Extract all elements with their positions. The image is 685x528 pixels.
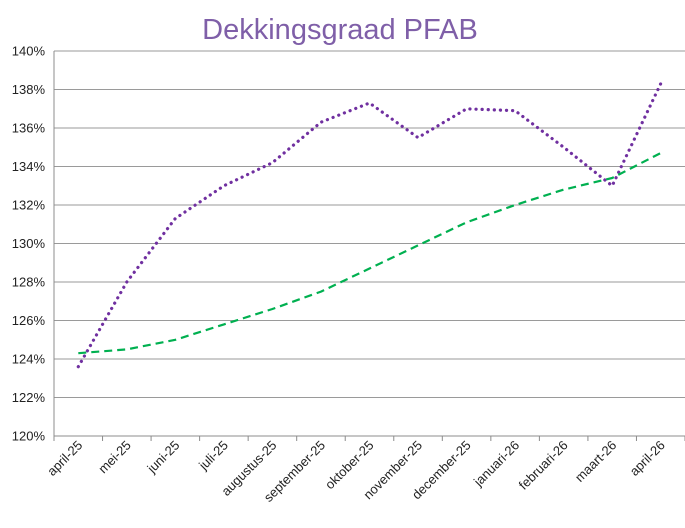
gridlines [54, 50, 685, 398]
x-tick-label: mei-25 [95, 438, 134, 477]
x-tick-label: juni-25 [144, 438, 183, 477]
series-1-line [78, 152, 662, 355]
chart-title: Dekkingsgraad PFAB [202, 14, 478, 46]
y-tick-label: 132% [12, 198, 46, 213]
x-tick-label: juli-25 [195, 438, 231, 474]
y-tick-label: 120% [12, 429, 46, 444]
y-tick-label: 138% [12, 82, 46, 97]
y-tick-label: 128% [12, 275, 46, 290]
x-tick-label: maart-26 [572, 438, 619, 485]
x-axis-tick-labels: april-25 mei-25 juni-25 juli-25augustus-25s… [44, 438, 668, 505]
series-lines [76, 82, 663, 369]
y-tick-label: 126% [12, 313, 46, 328]
series-0-line [76, 82, 663, 369]
y-tick-label: 136% [12, 121, 46, 136]
y-tick-label: 134% [12, 159, 46, 174]
y-tick-label: 130% [12, 236, 46, 251]
y-tick-label: 122% [12, 390, 46, 405]
x-tick-label: april-26 [627, 438, 668, 479]
y-tick-label: 124% [12, 352, 46, 367]
x-tick-label: april-25 [44, 438, 85, 479]
x-tick-label: februari-26 [516, 438, 571, 493]
x-axis [53, 51, 685, 441]
y-tick-label: 140% [12, 44, 46, 59]
y-axis-tick-labels: 120% 122% 124% 126% 128% 130% 132% 134% 136% 138%… [12, 44, 46, 444]
